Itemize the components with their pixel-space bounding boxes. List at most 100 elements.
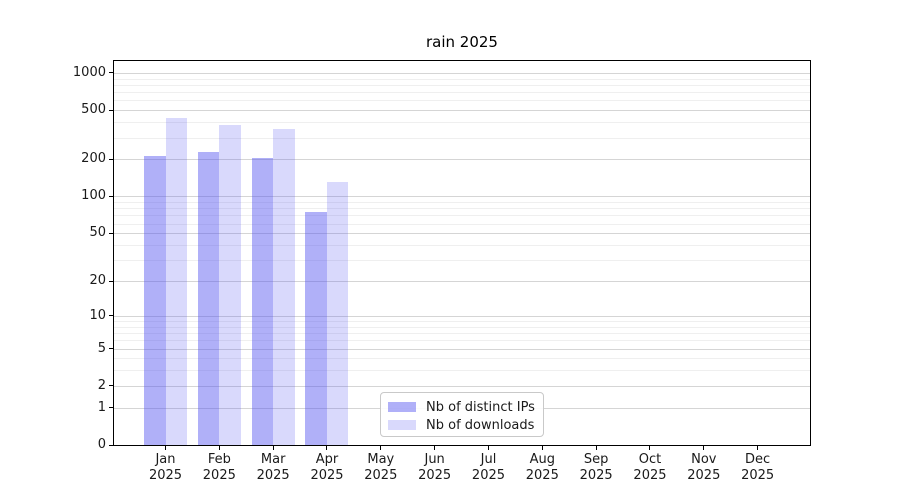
x-tick-mark [165,446,166,450]
x-tick-mark [326,446,328,450]
bar-distinct-ips [197,151,220,445]
legend-row: Nb of downloads [388,416,535,434]
grid-line-minor [114,340,810,342]
y-tick-mark [109,348,113,349]
grid-line-major [114,196,810,198]
grid-line-minor [114,137,810,139]
x-tick-mark [649,446,651,450]
grid-line-major [114,348,810,350]
x-tick-label-line: 2025 [310,468,344,483]
legend: Nb of distinct IPs Nb of downloads [380,392,544,437]
x-tick-mark [757,446,759,450]
x-tick-label-line: Jan [155,452,176,467]
y-tick-mark [109,195,113,197]
grid-line-minor [114,333,810,335]
x-tick-mark [487,446,489,450]
y-tick-mark [109,158,113,160]
x-tick-mark [703,446,705,450]
x-tick-label-line: Jun [424,452,445,467]
x-tick-mark [541,446,543,450]
x-tick-label-line: 2025 [364,468,398,483]
bar-distinct-ips [251,158,274,445]
y-tick-mark [109,72,113,74]
y-tick-mark [109,232,113,234]
y-tick-label: 20 [89,273,106,289]
y-tick-label: 1 [97,399,106,415]
grid-line-minor [114,358,810,360]
y-tick-label: 1000 [72,64,106,80]
grid-line-minor [114,321,810,322]
x-tick-label: Jun 2025 [407,452,463,484]
y-tick-label: 10 [89,307,106,323]
x-tick-label: Sep 2025 [568,452,624,484]
x-tick-mark [434,446,436,450]
x-tick-label-line: Oct [638,452,662,467]
grid-line-minor [114,223,810,225]
y-tick-mark [109,109,113,111]
x-tick-label: Feb 2025 [191,452,247,484]
bar-distinct-ips [305,212,327,445]
x-tick-label-line: 2025 [418,468,452,483]
grid-line-major [114,281,810,283]
bar-downloads [326,181,349,445]
grid-line-major [114,385,810,387]
x-tick-label: Jan 2025 [138,452,194,484]
bar-distinct-ips [144,155,166,445]
y-tick-mark [109,315,113,317]
x-tick-label-line: 2025 [256,468,290,483]
y-tick-mark [109,444,113,446]
y-tick-label: 500 [81,102,106,118]
legend-label-downloads: Nb of downloads [426,417,535,433]
grid-line-minor [114,208,810,210]
x-tick-label-line: 2025 [525,468,559,483]
x-tick-label-line: Mar [260,452,286,467]
grid-line-minor [114,326,810,328]
grid-line-major [114,72,810,74]
x-tick-label-line: May [367,452,395,467]
grid-line-minor [114,370,810,372]
x-tick-label: Dec 2025 [730,452,786,484]
grid-line-minor [114,92,810,94]
x-tick-label-line: Apr [315,452,339,467]
grid-line-minor [114,100,810,102]
legend-label-distinct-ips: Nb of distinct IPs [426,399,535,415]
bar-downloads [273,128,295,445]
bar-downloads [219,124,241,445]
grid-line-minor [114,122,810,124]
y-tick-label: 5 [97,340,106,356]
chart-title: rain 2025 [426,33,498,51]
x-tick-label-line: 2025 [579,468,613,483]
bar-downloads [165,118,187,445]
legend-swatch-downloads [388,420,416,430]
grid-line-minor [114,202,810,204]
x-tick-label-line: Aug [529,452,555,467]
grid-line-minor [114,245,810,246]
x-tick-label: Mar 2025 [245,452,301,484]
x-tick-label-line: 2025 [202,468,236,483]
grid-line-major [114,233,810,235]
x-tick-mark [595,446,597,450]
x-tick-label: May 2025 [353,452,409,484]
x-tick-label-line: 2025 [148,468,183,483]
x-tick-label-line: 2025 [633,468,667,483]
x-tick-label: Aug 2025 [514,452,570,484]
y-tick-label: 200 [81,151,106,167]
y-tick-label: 50 [89,225,106,241]
x-tick-label-line: Dec [745,452,771,467]
x-tick-mark [272,446,274,450]
grid-line-major [114,159,810,161]
grid-line-minor [114,215,810,217]
x-tick-label-line: 2025 [471,468,506,483]
x-tick-label-line: 2025 [741,468,775,483]
x-tick-label-line: Jul [480,452,497,467]
y-tick-label: 0 [97,437,106,452]
y-tick-label: 2 [97,377,106,393]
x-tick-label: Apr 2025 [299,452,355,484]
grid-line-minor [114,260,810,262]
plot-area [113,60,811,446]
legend-row: Nb of distinct IPs [388,398,535,416]
x-tick-label: Jul 2025 [460,452,516,484]
x-tick-label-line: 2025 [687,468,721,483]
y-tick-mark [109,280,113,282]
